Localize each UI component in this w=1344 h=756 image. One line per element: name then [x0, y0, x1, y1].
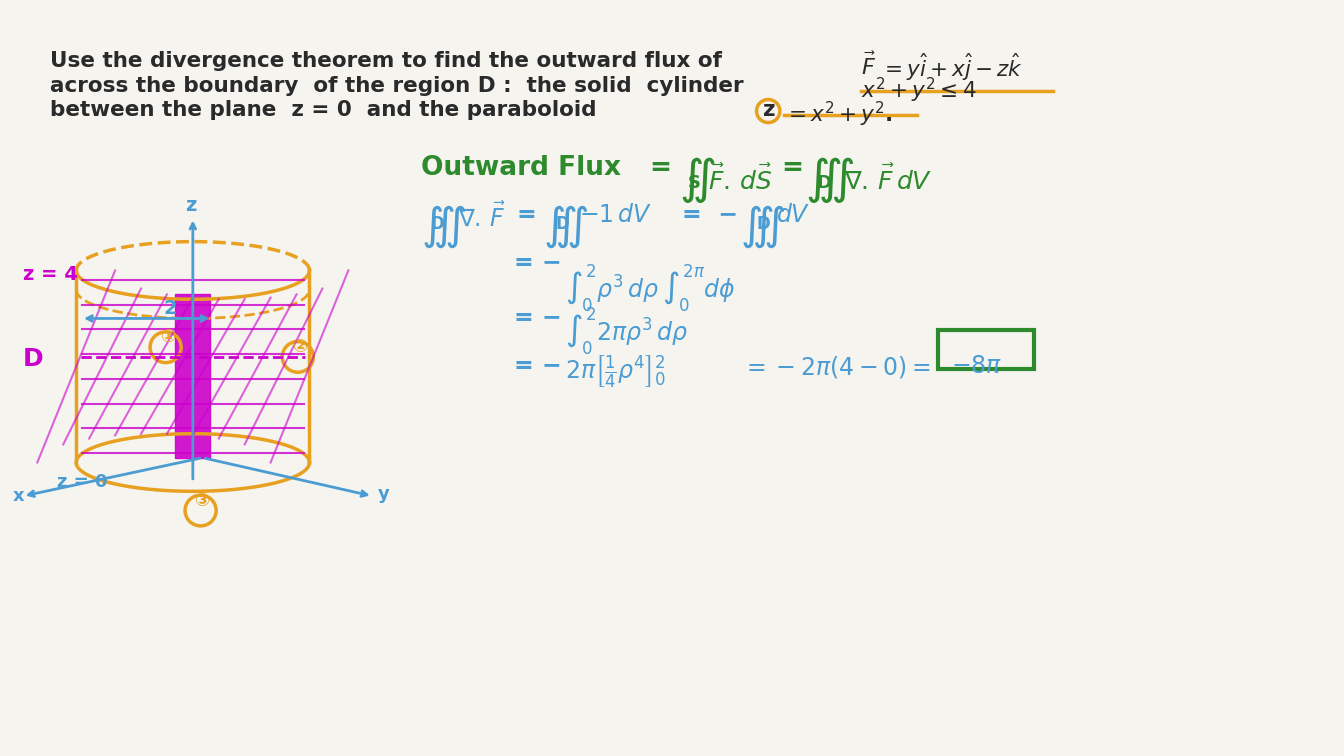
Text: $-1\,dV$: $-1\,dV$: [579, 203, 652, 228]
Text: between the plane  z = 0  and the paraboloid: between the plane z = 0 and the parabolo…: [50, 100, 597, 119]
Text: y: y: [378, 485, 390, 503]
Text: =: =: [516, 203, 536, 228]
Text: $dV$: $dV$: [775, 203, 810, 228]
Text: ①: ①: [161, 328, 176, 346]
Text: = −: = −: [513, 306, 562, 330]
Text: =: =: [649, 155, 672, 181]
Text: $= x^2 + y^2$.: $= x^2 + y^2$.: [784, 100, 892, 129]
Text: $\int_0^{2\pi} d\phi$: $\int_0^{2\pi} d\phi$: [663, 263, 735, 314]
Text: $= -2\pi(4-0) =$: $= -2\pi(4-0) =$: [742, 354, 930, 380]
Text: $= y\hat{i} + x\hat{j} - z\hat{k}$: $= y\hat{i} + x\hat{j} - z\hat{k}$: [880, 51, 1023, 83]
Text: $\iiint$: $\iiint$: [421, 203, 466, 249]
Text: $\int_0^2 2\pi\rho^3\, d\rho$: $\int_0^2 2\pi\rho^3\, d\rho$: [564, 306, 688, 358]
Text: $2\pi \left[\frac{1}{4}\rho^4\right]_0^2$: $2\pi \left[\frac{1}{4}\rho^4\right]_0^2…: [564, 354, 667, 392]
Text: z = 4: z = 4: [23, 265, 78, 284]
Text: $\vec{F}.\,d\vec{S}$: $\vec{F}.\,d\vec{S}$: [708, 165, 773, 195]
Text: $-8\pi$: $-8\pi$: [952, 354, 1003, 378]
Text: z: z: [763, 100, 775, 119]
Text: $\iiint$: $\iiint$: [741, 203, 785, 249]
Text: =: =: [781, 155, 802, 181]
FancyBboxPatch shape: [938, 330, 1034, 370]
Text: $\vec{F}$: $\vec{F}$: [860, 51, 876, 79]
Text: $\iint$: $\iint$: [679, 155, 715, 205]
Text: Outward Flux: Outward Flux: [421, 155, 621, 181]
Text: Use the divergence theorem to find the outward flux of: Use the divergence theorem to find the o…: [50, 51, 722, 72]
Text: D: D: [23, 348, 43, 371]
Text: $\int_0^2 \rho^3\, d\rho$: $\int_0^2 \rho^3\, d\rho$: [564, 263, 659, 314]
Text: x: x: [13, 487, 24, 505]
Text: $\nabla.\,\vec{F}\,dV$: $\nabla.\,\vec{F}\,dV$: [844, 165, 933, 195]
Text: $\nabla.\,\vec{F}$: $\nabla.\,\vec{F}$: [458, 203, 505, 232]
Text: = −: = −: [513, 354, 562, 378]
Text: = −: = −: [513, 251, 562, 275]
Text: 2: 2: [164, 299, 177, 318]
Bar: [175, 294, 210, 457]
Text: $\iiint$: $\iiint$: [805, 155, 855, 205]
Text: D: D: [757, 215, 770, 233]
Text: z: z: [185, 196, 196, 215]
Text: =  −: = −: [681, 203, 738, 228]
Text: $\iiint$: $\iiint$: [543, 203, 587, 249]
Text: z = 0: z = 0: [56, 472, 108, 491]
Text: ②: ②: [293, 338, 308, 356]
Text: D: D: [817, 175, 832, 193]
Text: ③: ③: [195, 491, 210, 510]
Text: across the boundary  of the region D :  the solid  cylinder: across the boundary of the region D : th…: [50, 76, 743, 95]
Text: $x^2 + y^2 \leq 4$: $x^2 + y^2 \leq 4$: [860, 76, 976, 104]
Text: S: S: [688, 175, 700, 193]
Text: D: D: [555, 215, 569, 233]
Text: D: D: [431, 215, 445, 233]
